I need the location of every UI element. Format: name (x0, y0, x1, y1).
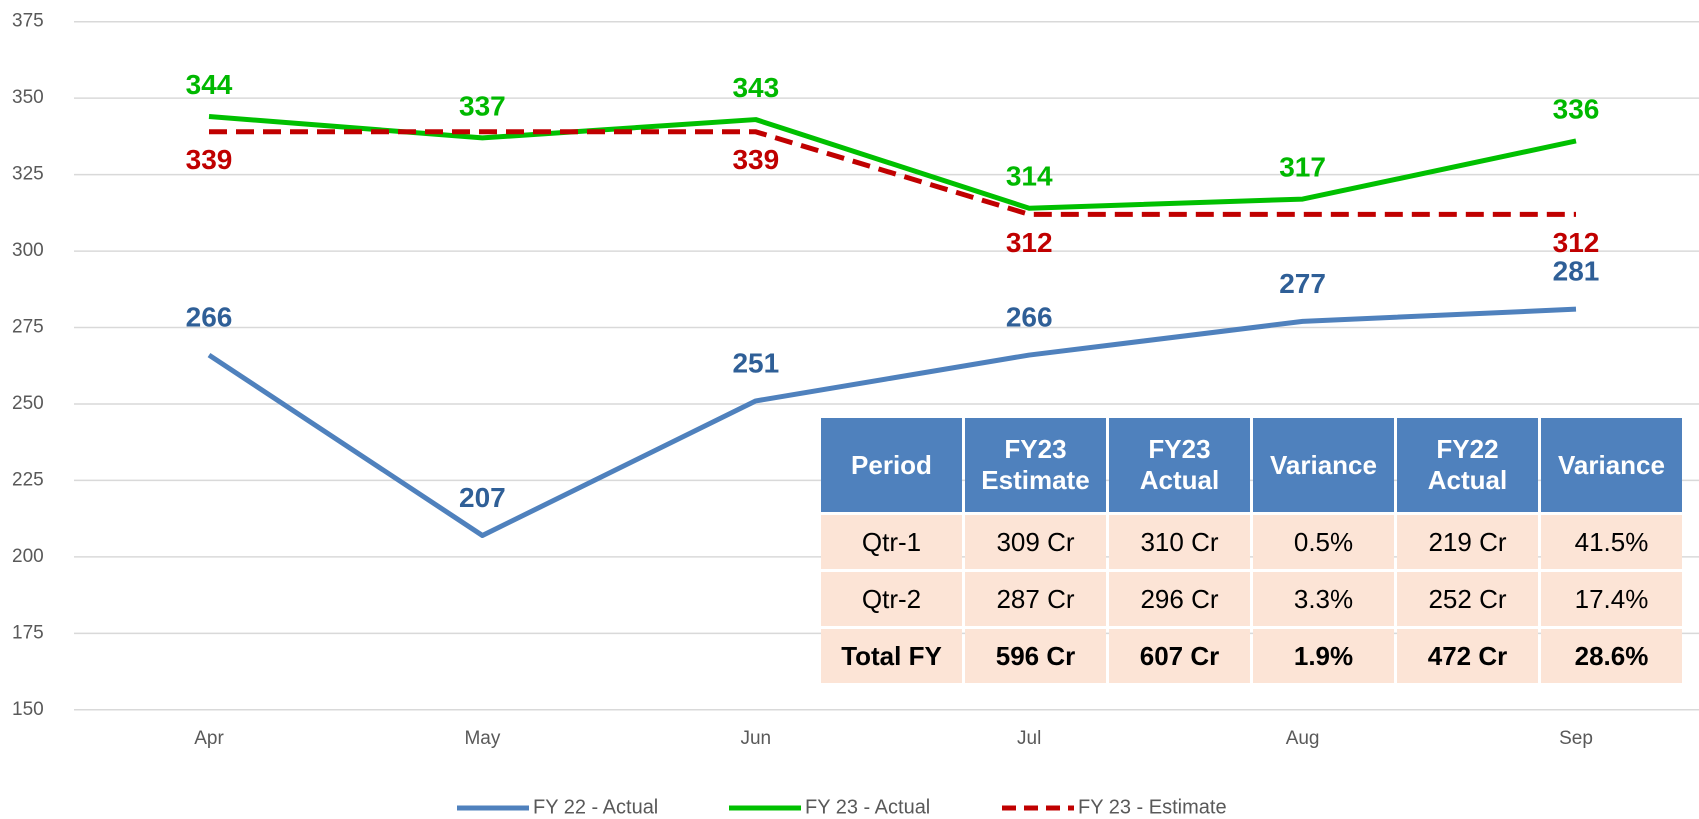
data-label: 312 (1553, 227, 1600, 258)
table-cell: 607 Cr (1109, 629, 1250, 683)
y-tick-label: 275 (12, 317, 44, 338)
data-label: 317 (1279, 151, 1326, 182)
table-cell: 287 Cr (965, 572, 1106, 626)
data-label: 339 (186, 144, 233, 175)
data-label: 207 (459, 482, 506, 513)
data-label: 314 (1006, 161, 1053, 192)
y-tick-label: 375 (12, 11, 44, 32)
table-cell: Qtr-1 (821, 515, 962, 569)
legend-label: FY 22 - Actual (533, 796, 658, 818)
data-label: 251 (732, 347, 779, 378)
header-row: Period FY23 Estimate FY23 Actual Variance FY… (821, 418, 1682, 512)
header-cell: FY23 Actual (1109, 418, 1250, 512)
table-cell: 296 Cr (1109, 572, 1250, 626)
header-cell: FY22 Actual (1397, 418, 1538, 512)
y-tick-label: 150 (12, 699, 44, 720)
data-label: 344 (186, 69, 233, 100)
data-label: 337 (459, 90, 506, 121)
data-label: 343 (732, 72, 779, 103)
data-label: 266 (186, 301, 233, 332)
x-tick-label: May (464, 728, 500, 749)
table-cell: 310 Cr (1109, 515, 1250, 569)
y-tick-label: 175 (12, 622, 44, 643)
table-cell: 3.3% (1253, 572, 1394, 626)
table-cell: 41.5% (1541, 515, 1682, 569)
x-tick-label: Sep (1559, 728, 1593, 749)
summary-table: Period FY23 Estimate FY23 Actual Variance FY… (818, 415, 1685, 686)
y-tick-label: 300 (12, 240, 44, 261)
table-cell: 28.6% (1541, 629, 1682, 683)
table-cell: 252 Cr (1397, 572, 1538, 626)
series-line (207, 306, 1577, 538)
data-label: 339 (732, 144, 779, 175)
table-cell: 219 Cr (1397, 515, 1538, 569)
data-label: 312 (1006, 227, 1053, 258)
table-cell: Total FY (821, 629, 962, 683)
table-cell: 472 Cr (1397, 629, 1538, 683)
table-row: Total FY 596 Cr 607 Cr 1.9% 472 Cr 28.6% (821, 629, 1682, 683)
header-cell: Period (821, 418, 962, 512)
x-tick-label: Aug (1286, 728, 1320, 749)
table-cell: 1.9% (1253, 629, 1394, 683)
y-tick-label: 350 (12, 87, 44, 108)
y-tick-label: 250 (12, 393, 44, 414)
header-cell: Variance (1253, 418, 1394, 512)
table-row: Qtr-1 309 Cr 310 Cr 0.5% 219 Cr 41.5% (821, 515, 1682, 569)
x-tick-label: Jul (1017, 728, 1041, 749)
x-tick-label: Jun (740, 728, 771, 749)
table-cell: 17.4% (1541, 572, 1682, 626)
data-label: 266 (1006, 301, 1053, 332)
table-cell: Qtr-2 (821, 572, 962, 626)
legend-label: FY 23 - Actual (805, 796, 930, 818)
data-label: 281 (1553, 256, 1600, 287)
data-label: 336 (1553, 93, 1600, 124)
table-cell: 0.5% (1253, 515, 1394, 569)
header-cell: Variance (1541, 418, 1682, 512)
legend-label: FY 23 - Estimate (1078, 796, 1227, 818)
x-tick-label: Apr (194, 728, 224, 749)
table-cell: 596 Cr (965, 629, 1106, 683)
series-line (209, 129, 1576, 217)
y-tick-label: 325 (12, 164, 44, 185)
y-tick-label: 225 (12, 469, 44, 490)
y-tick-label: 200 (12, 546, 44, 567)
header-cell: FY23 Estimate (965, 418, 1106, 512)
table-cell: 309 Cr (965, 515, 1106, 569)
data-label: 277 (1279, 268, 1326, 299)
series-line (208, 114, 1577, 211)
table-row: Qtr-2 287 Cr 296 Cr 3.3% 252 Cr 17.4% (821, 572, 1682, 626)
